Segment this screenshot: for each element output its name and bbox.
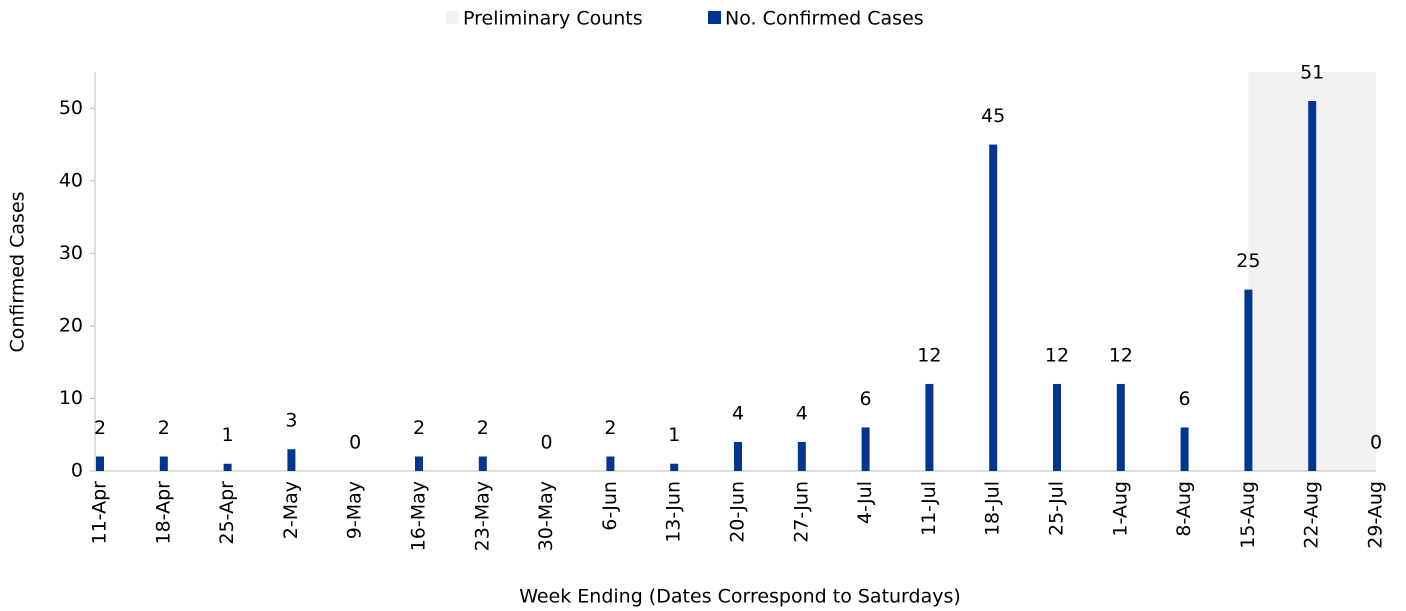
x-tick-label: 25-Jul — [1046, 481, 1068, 536]
data-label: 2 — [477, 417, 489, 439]
bar — [734, 441, 742, 471]
bar — [989, 144, 998, 471]
legend-label: No. Confirmed Cases — [725, 8, 924, 30]
x-tick-label: 23-May — [471, 481, 493, 551]
data-label: 0 — [349, 432, 361, 454]
x-tick-label: 8-Aug — [1173, 481, 1195, 537]
bar — [159, 456, 168, 471]
data-label: 6 — [860, 388, 872, 410]
x-tick-label: 22-Aug — [1301, 481, 1323, 549]
bar — [1180, 427, 1189, 471]
data-label: 0 — [541, 432, 553, 454]
x-tick-label: 11-Jul — [918, 481, 940, 536]
bar — [797, 441, 806, 471]
x-tick-label: 18-Apr — [152, 481, 174, 545]
y-tick-label: 50 — [59, 97, 83, 119]
x-tick-label: 9-May — [344, 481, 366, 539]
x-tick-label: 16-May — [408, 481, 430, 551]
bar — [287, 449, 296, 471]
x-tick-label: 13-Jun — [663, 481, 685, 543]
data-label: 12 — [1045, 344, 1069, 366]
x-axis-title: Week Ending (Dates Correspond to Saturda… — [519, 586, 961, 608]
x-tick-label: 15-Aug — [1237, 481, 1259, 549]
data-label: 2 — [158, 417, 170, 439]
bar — [606, 456, 615, 471]
data-label: 12 — [1109, 344, 1133, 366]
bar — [1116, 383, 1125, 471]
legend-swatch — [708, 11, 721, 24]
data-label: 2 — [604, 417, 616, 439]
bar — [1244, 289, 1253, 471]
x-tick-label: 18-Jul — [982, 481, 1004, 536]
bar — [223, 463, 232, 471]
x-tick-label: 27-Jun — [790, 481, 812, 543]
shading-layer — [1248, 72, 1376, 471]
bar — [415, 456, 423, 471]
bar — [1308, 101, 1317, 471]
bar — [478, 456, 487, 471]
y-tick-label: 20 — [59, 314, 83, 336]
x-tick-label: 30-May — [535, 481, 557, 551]
data-label: 3 — [285, 410, 297, 432]
bar-layer — [96, 101, 1317, 471]
bar — [1053, 383, 1061, 471]
data-label: 1 — [222, 424, 234, 446]
data-label: 2 — [94, 417, 106, 439]
x-tick-label: 20-Jun — [727, 481, 749, 543]
bar — [861, 427, 870, 471]
data-label: 25 — [1236, 250, 1260, 272]
data-label: 45 — [981, 105, 1005, 127]
data-label: 0 — [1370, 432, 1382, 454]
x-tick-label: 2-May — [280, 481, 302, 539]
data-label: 1 — [668, 424, 680, 446]
data-label: 6 — [1179, 388, 1191, 410]
preliminary-shade — [1248, 72, 1313, 471]
y-tick-label: 40 — [59, 169, 83, 191]
y-tick-label: 10 — [59, 387, 83, 409]
legend-label: Preliminary Counts — [463, 8, 643, 30]
bar — [925, 383, 934, 471]
y-tick-label: 30 — [59, 242, 83, 264]
x-tick-label: 25-Apr — [216, 481, 238, 545]
data-label: 2 — [413, 417, 425, 439]
x-tick-label: 1-Aug — [1109, 481, 1131, 537]
x-tick-label: 29-Aug — [1365, 481, 1387, 549]
bar — [96, 456, 104, 471]
preliminary-shade — [1312, 72, 1376, 471]
data-label: 51 — [1300, 62, 1324, 84]
x-tick-label: 6-Jun — [599, 481, 621, 531]
x-tick-label: 11-Apr — [89, 481, 111, 545]
data-label: 12 — [917, 344, 941, 366]
y-tick-label: 0 — [71, 460, 83, 482]
legend-swatch — [446, 11, 459, 24]
data-label: 4 — [732, 402, 744, 424]
bar — [670, 463, 679, 471]
data-label: 4 — [796, 402, 808, 424]
x-tick-label: 4-Jul — [854, 481, 876, 524]
y-axis-title: Confirmed Cases — [7, 191, 29, 352]
